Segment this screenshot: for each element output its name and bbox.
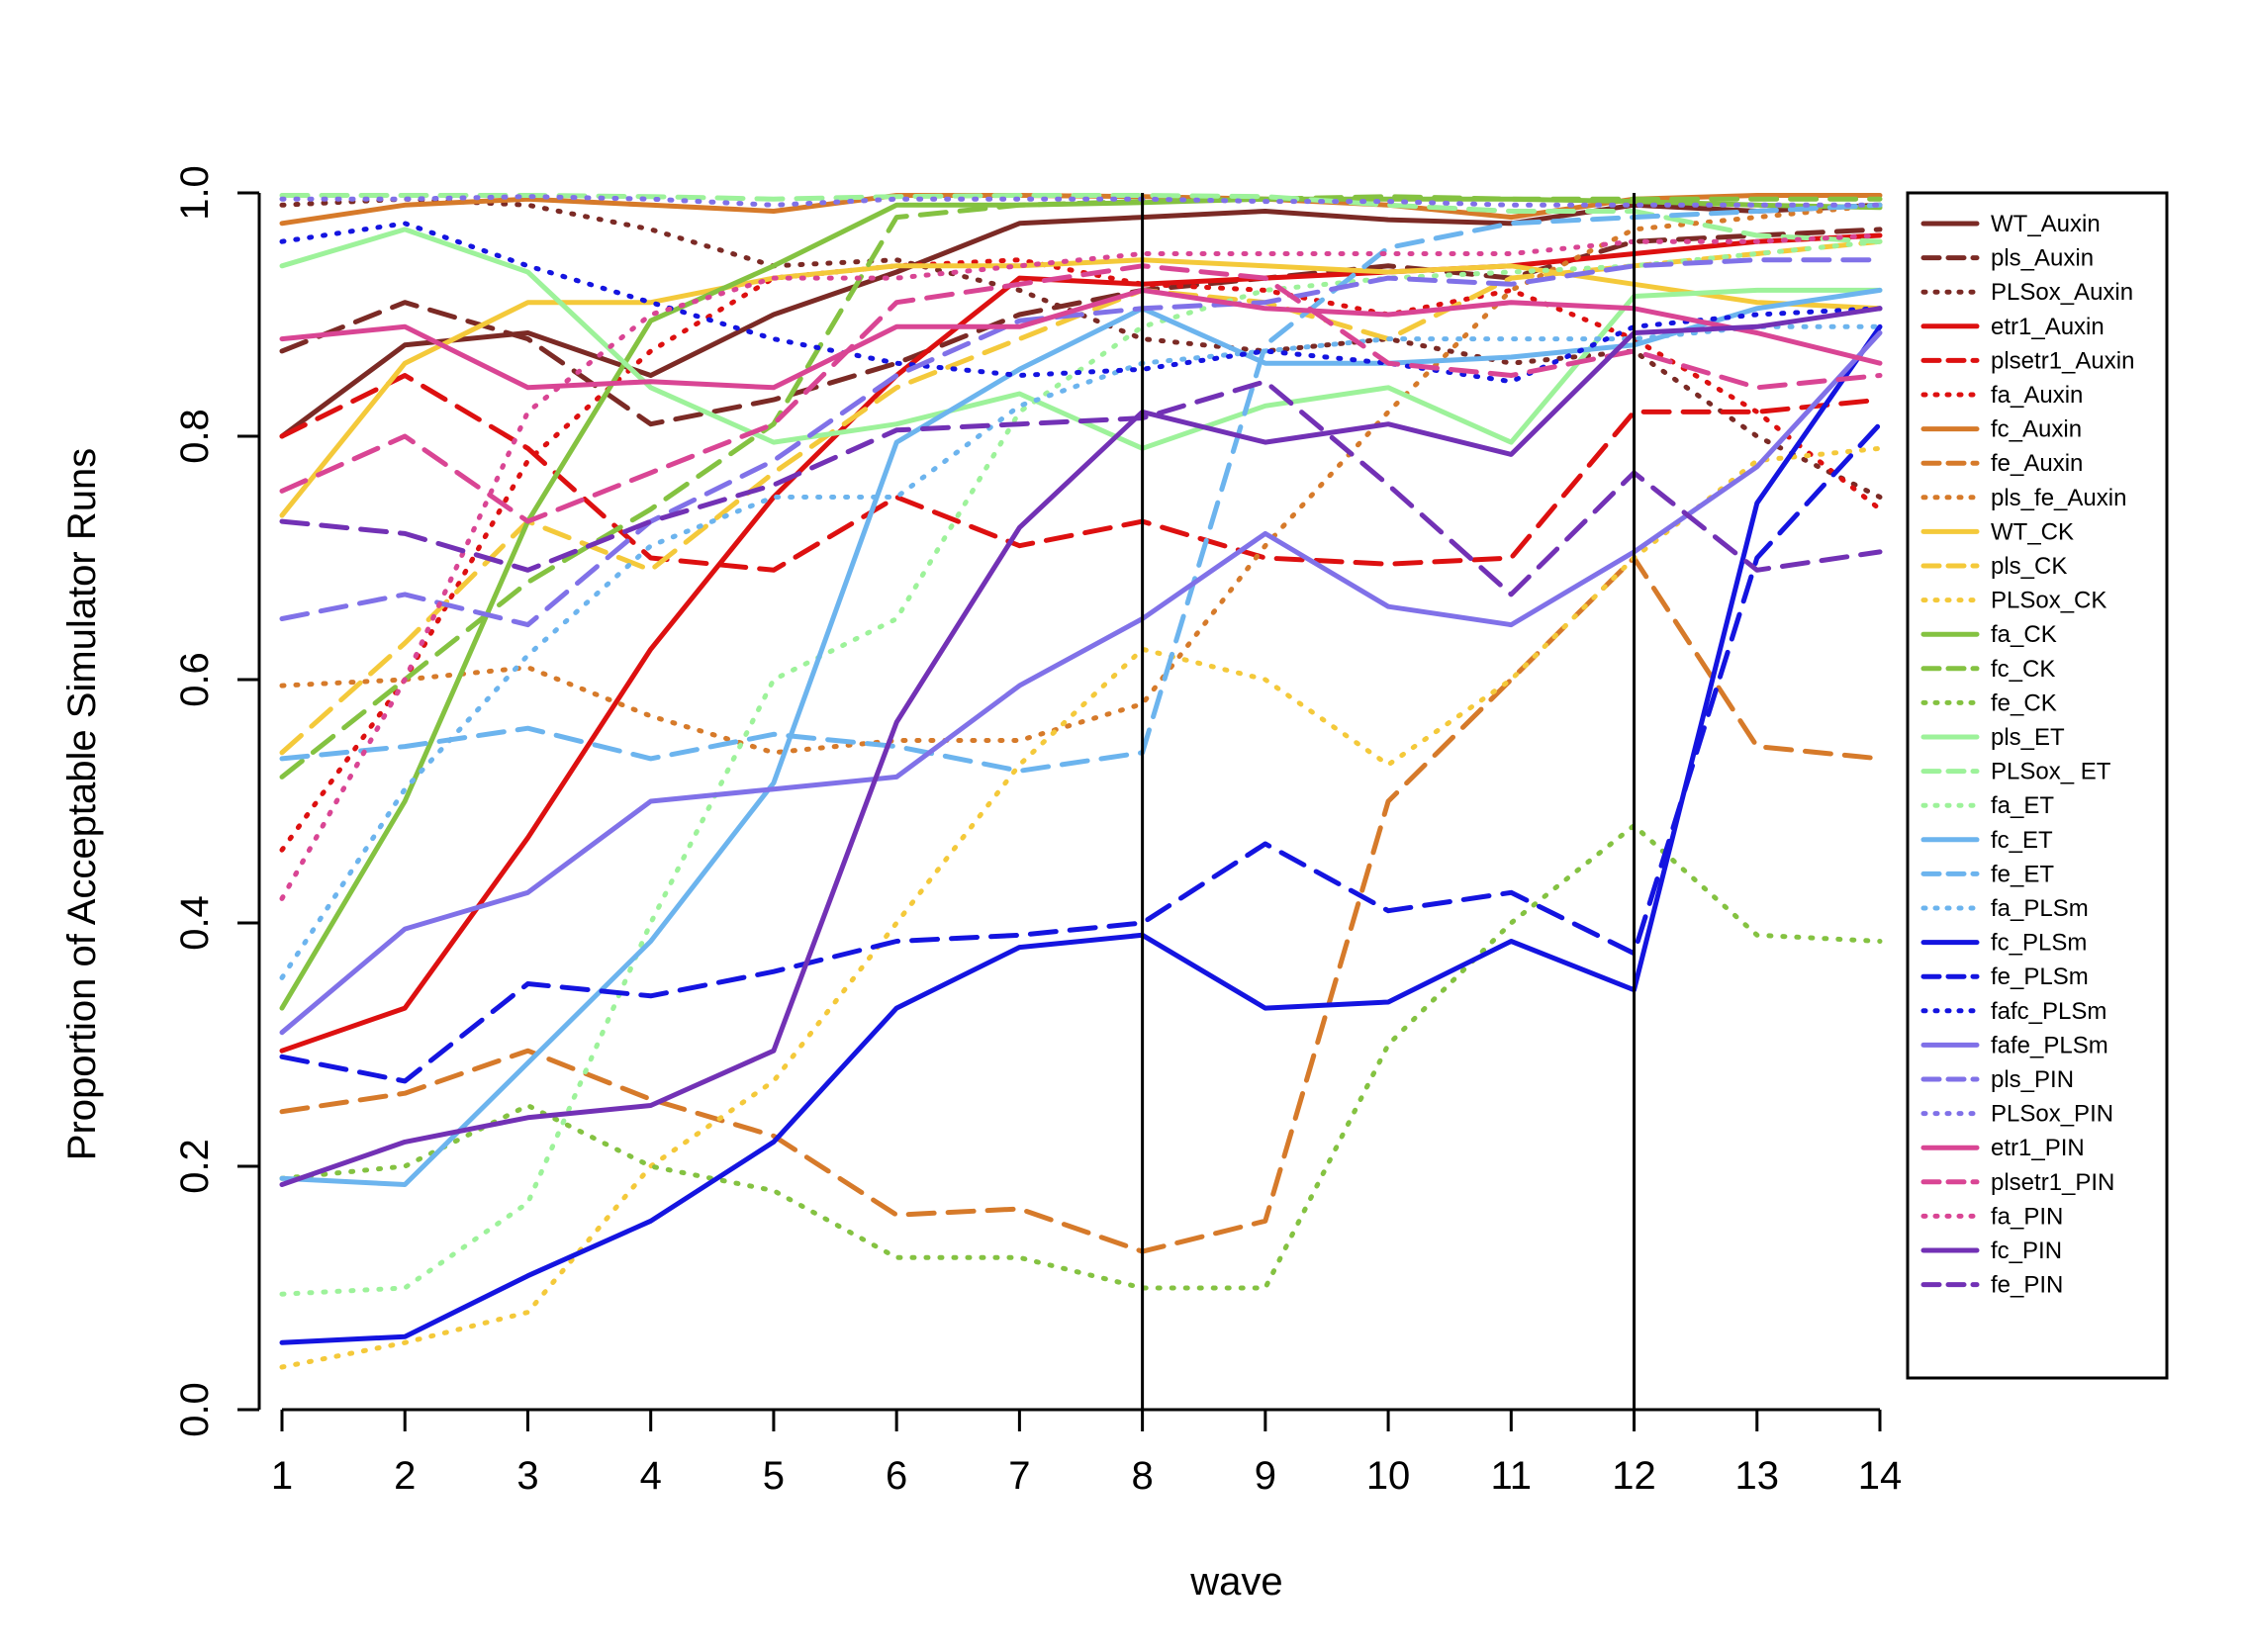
y-tick-label: 0.4 — [173, 895, 217, 951]
legend-label-fa-plsm: fa_PLSm — [1991, 895, 2089, 922]
x-tick-label: 11 — [1491, 1454, 1533, 1498]
x-tick-label: 5 — [763, 1454, 785, 1498]
legend-label-fafe-plsm: fafe_PLSm — [1991, 1032, 2108, 1058]
legend-label-etr1-pin: etr1_PIN — [1991, 1135, 2085, 1161]
legend-label-fc-et: fc_ET — [1991, 827, 2053, 854]
series-line-fafe-plsm — [279, 330, 1883, 1036]
x-tick-label: 9 — [1255, 1454, 1276, 1498]
legend-label-fe-plsm: fe_PLSm — [1991, 964, 2089, 990]
legend-label-plsetr1-auxin: plsetr1_Auxin — [1991, 347, 2134, 374]
legend-label-fc-auxin: fc_Auxin — [1991, 416, 2082, 443]
x-tick-label: 3 — [516, 1454, 538, 1498]
series-line-fafc-plsm — [279, 221, 1883, 385]
x-tick-label: 14 — [1858, 1454, 1903, 1498]
series-line-fe-plsm — [279, 421, 1883, 1084]
x-tick-label: 7 — [1008, 1454, 1030, 1498]
legend-label-etr1-auxin: etr1_Auxin — [1991, 314, 2105, 340]
x-tick-label: 4 — [640, 1454, 662, 1498]
y-tick-label: 0.8 — [173, 409, 217, 464]
plot-lines — [279, 193, 1883, 1370]
x-tick-label: 10 — [1366, 1454, 1411, 1498]
legend-label-fa-et: fa_ET — [1991, 792, 2054, 819]
series-line-fc-pin — [279, 306, 1883, 1187]
x-tick-label: 6 — [886, 1454, 907, 1498]
x-tick-label: 8 — [1131, 1454, 1153, 1498]
series-line-plsox-pin — [279, 194, 1883, 208]
y-tick-label: 0.0 — [173, 1382, 217, 1437]
legend-label-fa-ck: fa_CK — [1991, 621, 2057, 648]
series-line-pls-pin — [279, 257, 1883, 628]
series-line-fc-et — [279, 287, 1883, 1187]
series-line-fe-et — [279, 202, 1883, 774]
legend-label-fc-plsm: fc_PLSm — [1991, 930, 2087, 957]
legend-label-pls-pin: pls_PIN — [1991, 1066, 2074, 1093]
legend-label-plsetr1-pin: plsetr1_PIN — [1991, 1169, 2114, 1196]
series-line-etr1-auxin — [279, 232, 1883, 1054]
x-axis-label: wave — [1189, 1560, 1282, 1604]
legend-label-plsox-et: PLSox_ ET — [1991, 759, 2111, 785]
legend-label-fa-pin: fa_PIN — [1991, 1203, 2063, 1230]
series-line-fa-pin — [279, 232, 1883, 901]
legend-label-fe-ck: fe_CK — [1991, 689, 2057, 716]
legend-label-pls-et: pls_ET — [1991, 724, 2065, 751]
series-line-plsetr1-auxin — [279, 373, 1883, 573]
legend-label-pls-ck: pls_CK — [1991, 553, 2067, 580]
y-tick-label: 0.6 — [173, 652, 217, 707]
x-tick-label: 12 — [1612, 1454, 1656, 1498]
legend-label-pls-fe-auxin: pls_fe_Auxin — [1991, 485, 2126, 511]
x-tick-label: 2 — [394, 1454, 416, 1498]
legend-label-plsox-ck: PLSox_CK — [1991, 588, 2106, 614]
series-line-fa-auxin — [279, 257, 1883, 853]
legend-label-fafc-plsm: fafc_PLSm — [1991, 998, 2106, 1025]
series-line-pls-auxin — [279, 227, 1883, 427]
legend-label-plsox-auxin: PLSox_Auxin — [1991, 279, 2133, 306]
x-tick-label: 13 — [1735, 1454, 1780, 1498]
legend-label-fc-pin: fc_PIN — [1991, 1238, 2062, 1264]
series-line-etr1-pin — [279, 287, 1883, 391]
y-axis-label: Proportion of Acceptable Simulator Runs — [60, 448, 104, 1160]
legend-label-pls-auxin: pls_Auxin — [1991, 245, 2094, 272]
legend-label-fe-pin: fe_PIN — [1991, 1272, 2063, 1299]
x-tick-label: 1 — [271, 1454, 293, 1498]
y-tick-label: 0.2 — [173, 1139, 217, 1194]
series-line-fe-ck — [279, 823, 1883, 1291]
series-line-fe-pin — [279, 379, 1883, 597]
series-line-plsox-ck — [279, 445, 1883, 1370]
series-line-wt-auxin — [279, 202, 1883, 439]
series-line-wt-ck — [279, 257, 1883, 518]
axes: 1 2 3 4 5 6 7 8 9 10 11 12 13 140.00.20.40.60.81.0 — [173, 165, 1902, 1498]
legend: WT_Auxin pls_Auxin PLSox_Auxin etr1_Auxinpl… — [1906, 191, 2169, 1380]
series-line-fa-plsm — [279, 323, 1883, 980]
series-line-plsox-et — [279, 193, 1883, 244]
y-tick-label: 1.0 — [173, 165, 217, 221]
series-line-pls-fe-auxin — [279, 202, 1883, 756]
legend-label-fa-auxin: fa_Auxin — [1991, 382, 2083, 409]
legend-label-fe-auxin: fe_Auxin — [1991, 450, 2083, 477]
legend-label-plsox-pin: PLSox_PIN — [1991, 1101, 2113, 1128]
series-line-fc-plsm — [279, 323, 1883, 1345]
series-line-fc-ck — [279, 194, 1883, 780]
legend-label-fc-ck: fc_CK — [1991, 656, 2055, 683]
reference-lines — [1141, 193, 1637, 1410]
legend-label-fe-et: fe_ET — [1991, 861, 2054, 887]
legend-label-wt-auxin: WT_Auxin — [1991, 211, 2101, 237]
legend-label-wt-ck: WT_CK — [1991, 518, 2074, 545]
